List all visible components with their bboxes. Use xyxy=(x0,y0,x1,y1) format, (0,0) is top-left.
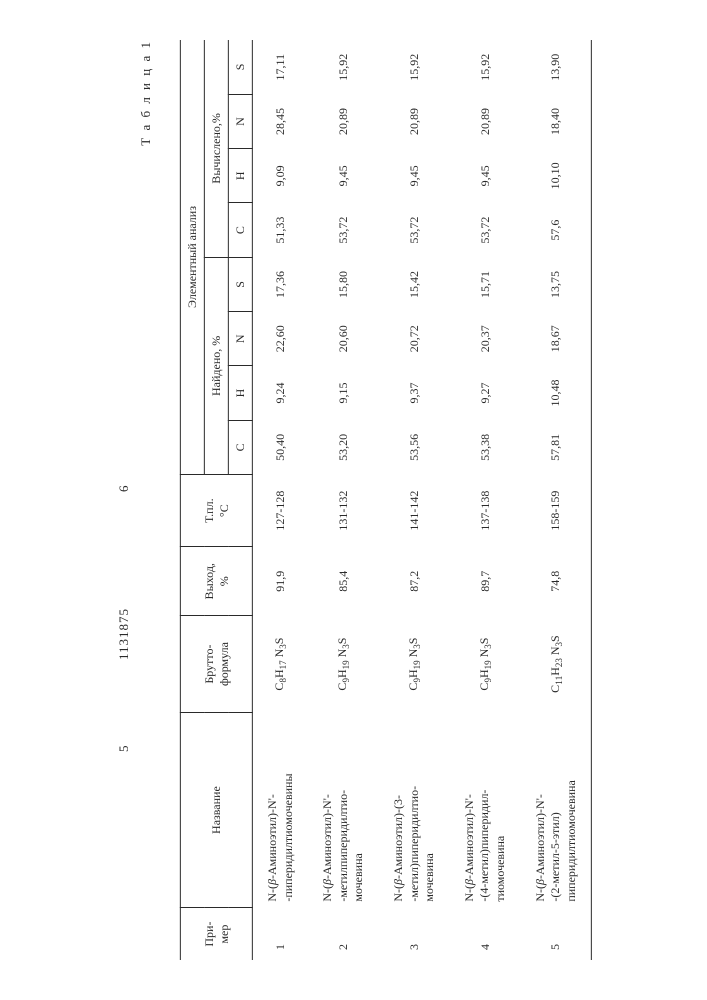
cell-calc-c: 51,33 xyxy=(252,203,308,257)
cell-calc-n: 20,89 xyxy=(378,94,449,148)
cell-found-s: 15,42 xyxy=(378,257,449,311)
cell-yield: 91,9 xyxy=(252,547,308,616)
col-found: Найдено, % xyxy=(204,257,228,474)
cell-yield: 89,7 xyxy=(449,547,520,616)
cell-name: N-(β-Аминоэтил)-N'- -(2-метил-5-этил) пи… xyxy=(520,712,591,907)
table-row: 4N-(β-Аминоэтил)-N'- -(4-метил)пиперидил… xyxy=(449,40,520,960)
table-row: 3N-(β-Аминоэтил)-(3- -метил)пиперидилтио… xyxy=(378,40,449,960)
cell-primer: 2 xyxy=(308,908,379,960)
cell-found-h: 10,48 xyxy=(520,366,591,420)
cell-mp: 137-138 xyxy=(449,474,520,546)
cell-found-c: 53,38 xyxy=(449,420,520,474)
cell-found-n: 20,60 xyxy=(308,312,379,366)
col-calc-s: S xyxy=(228,40,252,94)
document-number: 1131875 xyxy=(115,608,131,660)
cell-primer: 4 xyxy=(449,908,520,960)
cell-calc-c: 53,72 xyxy=(308,203,379,257)
cell-found-h: 9,27 xyxy=(449,366,520,420)
cell-formula: C9H19 N3S xyxy=(378,616,449,713)
cell-mp: 141-142 xyxy=(378,474,449,546)
cell-calc-c: 57,6 xyxy=(520,203,591,257)
cell-calc-c: 53,72 xyxy=(449,203,520,257)
cell-calc-s: 15,92 xyxy=(308,40,379,94)
cell-name: N-(β-Аминоэтил)-N'- -пиперидилтиомочевин… xyxy=(252,712,308,907)
cell-calc-h: 9,45 xyxy=(378,149,449,203)
col-calc-n: N xyxy=(228,94,252,148)
col-found-c: C xyxy=(228,420,252,474)
cell-found-s: 15,71 xyxy=(449,257,520,311)
cell-primer: 5 xyxy=(520,908,591,960)
col-brutto: Брутто- формула xyxy=(180,616,252,713)
col-analysis: Элементный анализ xyxy=(180,40,204,474)
cell-calc-s: 17,11 xyxy=(252,40,308,94)
cell-mp: 131-132 xyxy=(308,474,379,546)
cell-formula: C11H23 N3S xyxy=(520,616,591,713)
col-found-s: S xyxy=(228,257,252,311)
col-mp: Т.пл. °С xyxy=(180,474,252,546)
cell-yield: 85,4 xyxy=(308,547,379,616)
table-label: Т а б л и ц а 1 xyxy=(137,40,153,146)
col-calc: Вычислено,% xyxy=(204,40,228,257)
cell-found-n: 20,37 xyxy=(449,312,520,366)
cell-yield: 87,2 xyxy=(378,547,449,616)
cell-name: N-(β-Аминоэтил)-(3- -метил)пиперидилтио-… xyxy=(378,712,449,907)
elemental-analysis-table: При- мер Название Брутто- формула Выход,… xyxy=(179,40,591,960)
cell-found-s: 13,75 xyxy=(520,257,591,311)
cell-formula: C9H19 N3S xyxy=(308,616,379,713)
cell-calc-h: 9,45 xyxy=(449,149,520,203)
cell-yield: 74,8 xyxy=(520,547,591,616)
cell-found-c: 50,40 xyxy=(252,420,308,474)
col-calc-h: H xyxy=(228,149,252,203)
cell-mp: 127-128 xyxy=(252,474,308,546)
page-num-right: 6 xyxy=(115,486,131,493)
page-header: 5 1131875 6 xyxy=(115,40,139,960)
col-primer: При- мер xyxy=(180,908,252,960)
page-num-left: 5 xyxy=(115,746,131,753)
page: 5 1131875 6 Т а б л и ц а 1 При- мер Наз… xyxy=(115,40,591,960)
cell-calc-h: 9,45 xyxy=(308,149,379,203)
cell-found-n: 20,72 xyxy=(378,312,449,366)
cell-calc-h: 9,09 xyxy=(252,149,308,203)
table-row: 1N-(β-Аминоэтил)-N'- -пиперидилтиомочеви… xyxy=(252,40,308,960)
cell-primer: 1 xyxy=(252,908,308,960)
cell-found-n: 22,60 xyxy=(252,312,308,366)
cell-found-n: 18,67 xyxy=(520,312,591,366)
col-found-n: N xyxy=(228,312,252,366)
cell-primer: 3 xyxy=(378,908,449,960)
cell-calc-s: 13,90 xyxy=(520,40,591,94)
cell-calc-s: 15,92 xyxy=(449,40,520,94)
cell-found-c: 57,81 xyxy=(520,420,591,474)
table-body: 1N-(β-Аминоэтил)-N'- -пиперидилтиомочеви… xyxy=(252,40,591,960)
cell-found-c: 53,56 xyxy=(378,420,449,474)
cell-calc-n: 20,89 xyxy=(449,94,520,148)
cell-found-h: 9,15 xyxy=(308,366,379,420)
cell-found-c: 53,20 xyxy=(308,420,379,474)
cell-calc-n: 20,89 xyxy=(308,94,379,148)
cell-found-h: 9,24 xyxy=(252,366,308,420)
col-yield: Выход, % xyxy=(180,547,252,616)
cell-mp: 158-159 xyxy=(520,474,591,546)
cell-name: N-(β-Аминоэтил)-N'- -(4-метил)пиперидил-… xyxy=(449,712,520,907)
col-name: Название xyxy=(180,712,252,907)
cell-calc-n: 18,40 xyxy=(520,94,591,148)
col-found-h: H xyxy=(228,366,252,420)
table-row: 2N-(β-Аминоэтил)-N'- -метилпиперидилтио-… xyxy=(308,40,379,960)
cell-calc-s: 15,92 xyxy=(378,40,449,94)
table-head: При- мер Название Брутто- формула Выход,… xyxy=(180,40,252,960)
cell-formula: C9H19 N3S xyxy=(449,616,520,713)
col-calc-c: C xyxy=(228,203,252,257)
cell-calc-c: 53,72 xyxy=(378,203,449,257)
cell-calc-n: 28,45 xyxy=(252,94,308,148)
cell-formula: C8H17 N3S xyxy=(252,616,308,713)
table-row: 5N-(β-Аминоэтил)-N'- -(2-метил-5-этил) п… xyxy=(520,40,591,960)
cell-found-s: 15,80 xyxy=(308,257,379,311)
cell-found-s: 17,36 xyxy=(252,257,308,311)
cell-found-h: 9,37 xyxy=(378,366,449,420)
cell-calc-h: 10,10 xyxy=(520,149,591,203)
cell-name: N-(β-Аминоэтил)-N'- -метилпиперидилтио- … xyxy=(308,712,379,907)
